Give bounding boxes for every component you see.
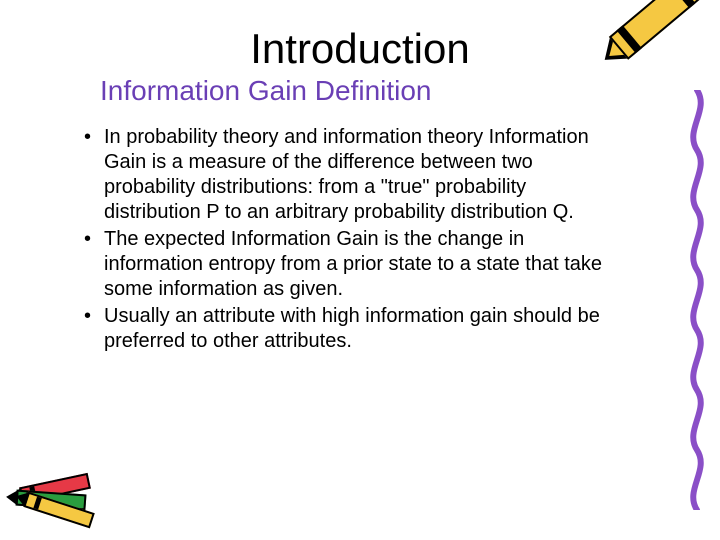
bullet-list: In probability theory and information th… <box>80 125 620 354</box>
slide-subtitle: Information Gain Definition <box>100 75 660 107</box>
bullet-item: In probability theory and information th… <box>80 125 620 225</box>
squiggle-icon <box>682 90 712 510</box>
slide: Introduction Information Gain Definition… <box>0 0 720 540</box>
bullet-item: The expected Information Gain is the cha… <box>80 227 620 302</box>
slide-title: Introduction <box>60 25 660 73</box>
bullet-item: Usually an attribute with high informati… <box>80 304 620 354</box>
crayons-cluster-icon <box>10 450 120 530</box>
